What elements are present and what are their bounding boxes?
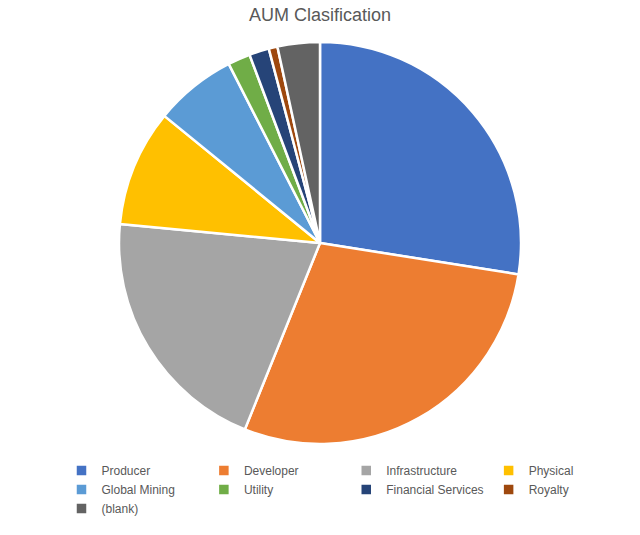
svg-text:AUM Clasification: AUM Clasification — [249, 5, 391, 25]
svg-text:Financial Services: Financial Services — [386, 483, 483, 497]
svg-text:Utility: Utility — [244, 483, 273, 497]
svg-text:Infrastructure: Infrastructure — [386, 464, 457, 478]
svg-text:(blank): (blank) — [102, 502, 139, 516]
svg-text:Global Mining: Global Mining — [102, 483, 175, 497]
svg-text:Physical: Physical — [529, 464, 574, 478]
svg-text:Developer: Developer — [244, 464, 299, 478]
svg-text:Royalty: Royalty — [529, 483, 569, 497]
svg-text:Producer: Producer — [102, 464, 151, 478]
